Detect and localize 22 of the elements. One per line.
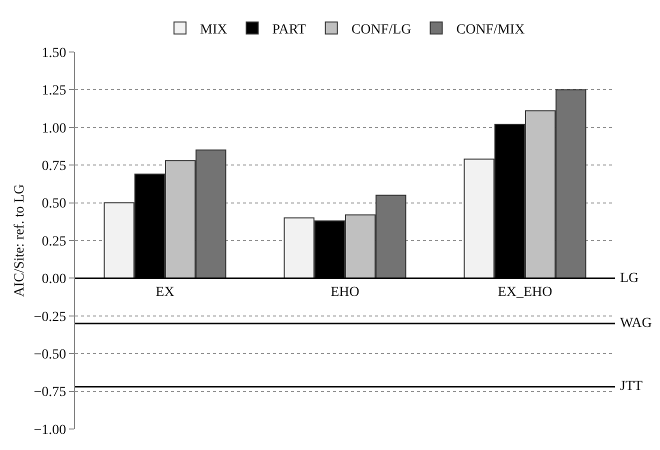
x-tick-label: EX [156, 285, 174, 300]
ref-line-label: WAG [620, 316, 652, 331]
y-tick-label: 1.50 [42, 46, 66, 61]
y-tick-label: 0.25 [42, 234, 66, 250]
legend-label: MIX [200, 22, 228, 38]
y-tick-label: −0.75 [34, 385, 66, 400]
x-tick-label: EHO [330, 285, 360, 300]
ref-line-label: JTT [620, 379, 643, 394]
legend-label: CONF/LG [351, 22, 412, 38]
y-tick-label: 0.50 [42, 196, 66, 212]
y-tick-label: −0.25 [34, 310, 66, 325]
y-tick-label: −0.50 [34, 348, 66, 362]
legend-label: CONF/MIX [456, 22, 525, 38]
ref-line-label: LG [620, 271, 639, 286]
y-axis-title: AIC/Site: ref. to LG [12, 184, 28, 297]
y-tick-label: −1.00 [34, 422, 66, 438]
legend-label: PART [272, 22, 306, 38]
y-tick-label: 1.00 [42, 121, 66, 136]
y-tick-label: 0.00 [42, 272, 66, 288]
y-tick-label: 1.25 [42, 84, 66, 99]
y-tick-label: 0.75 [42, 159, 66, 174]
x-tick-label: EX_EHO [498, 285, 552, 300]
